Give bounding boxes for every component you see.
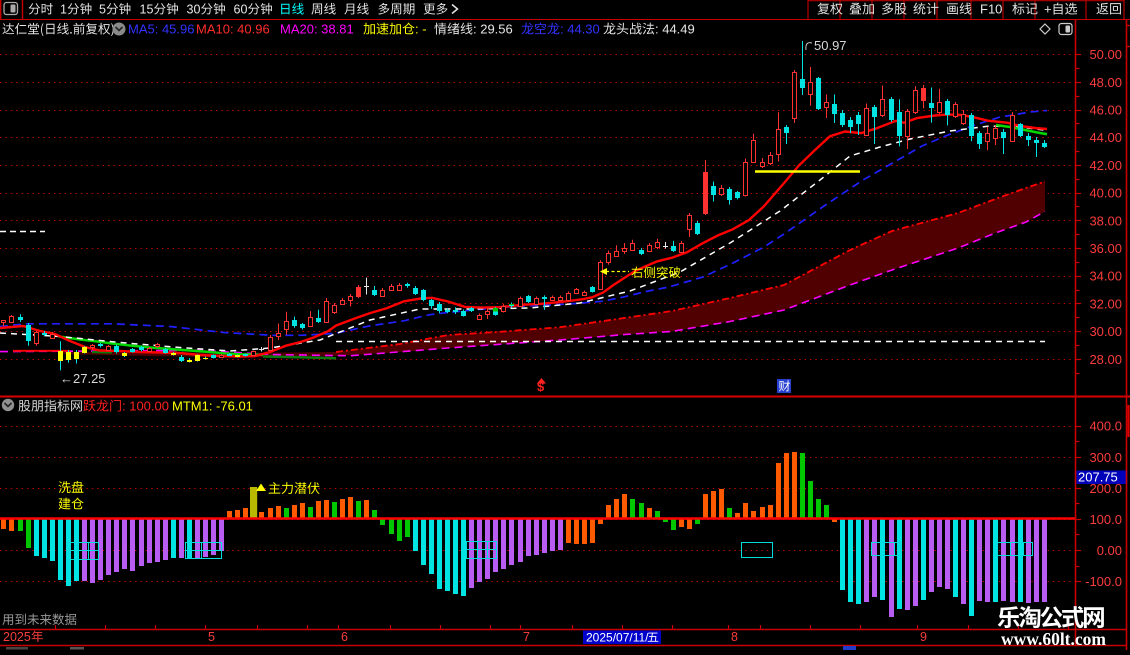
- svg-text:MA5: 45.96: MA5: 45.96: [128, 22, 195, 37]
- svg-text:48.00: 48.00: [1089, 75, 1122, 90]
- svg-text:7: 7: [523, 630, 530, 644]
- svg-text:9: 9: [920, 630, 927, 644]
- svg-text:MA20: 38.81: MA20: 38.81: [280, 22, 354, 37]
- svg-text:MTM1: -76.01: MTM1: -76.01: [172, 399, 253, 414]
- svg-text:32.00: 32.00: [1089, 296, 1122, 311]
- svg-text:-100.0: -100.0: [1085, 574, 1122, 589]
- svg-text:207.75: 207.75: [1078, 470, 1118, 485]
- svg-text:50.97: 50.97: [814, 38, 847, 53]
- svg-text:5: 5: [208, 630, 215, 644]
- svg-text:5: 5: [99, 3, 106, 17]
- svg-text:42.00: 42.00: [1089, 158, 1122, 173]
- svg-text:F10: F10: [980, 2, 1002, 17]
- svg-text:30.00: 30.00: [1089, 324, 1122, 339]
- svg-text:40.00: 40.00: [1089, 186, 1122, 201]
- svg-text:2025: 2025: [3, 630, 31, 644]
- svg-text:34.00: 34.00: [1089, 269, 1122, 284]
- svg-text:www.60lt.com: www.60lt.com: [1001, 629, 1106, 649]
- svg-text:28.00: 28.00: [1089, 352, 1122, 367]
- svg-text:1: 1: [60, 3, 67, 17]
- svg-text:: 44.49: : 44.49: [655, 22, 695, 37]
- svg-text:300.0: 300.0: [1089, 450, 1122, 465]
- svg-text:2025/07/11/: 2025/07/11/: [586, 631, 649, 645]
- svg-text:←27.25: ←27.25: [60, 371, 106, 386]
- svg-text:46.00: 46.00: [1089, 103, 1122, 118]
- svg-text:: 29.56: : 29.56: [473, 22, 513, 37]
- svg-text:100.0: 100.0: [1089, 512, 1122, 527]
- svg-text:+: +: [1044, 2, 1052, 17]
- svg-text:30: 30: [187, 3, 201, 17]
- svg-text:50.00: 50.00: [1089, 47, 1122, 62]
- svg-text:: 44.30: : 44.30: [560, 22, 600, 37]
- svg-text:400.0: 400.0: [1089, 419, 1122, 434]
- svg-text:6: 6: [341, 630, 348, 644]
- svg-text:44.00: 44.00: [1089, 130, 1122, 145]
- svg-text:$: $: [537, 379, 545, 394]
- svg-text:15: 15: [140, 3, 154, 17]
- svg-text:36.00: 36.00: [1089, 241, 1122, 256]
- svg-text:MA10: 40.96: MA10: 40.96: [196, 22, 270, 37]
- svg-text:: 100.00: : 100.00: [122, 399, 169, 414]
- svg-text:60: 60: [234, 3, 248, 17]
- svg-text:: -: : -: [415, 22, 427, 37]
- svg-text:200.0: 200.0: [1089, 481, 1122, 496]
- svg-text:38.00: 38.00: [1089, 213, 1122, 228]
- svg-text:0.00: 0.00: [1097, 543, 1122, 558]
- svg-text:8: 8: [731, 630, 738, 644]
